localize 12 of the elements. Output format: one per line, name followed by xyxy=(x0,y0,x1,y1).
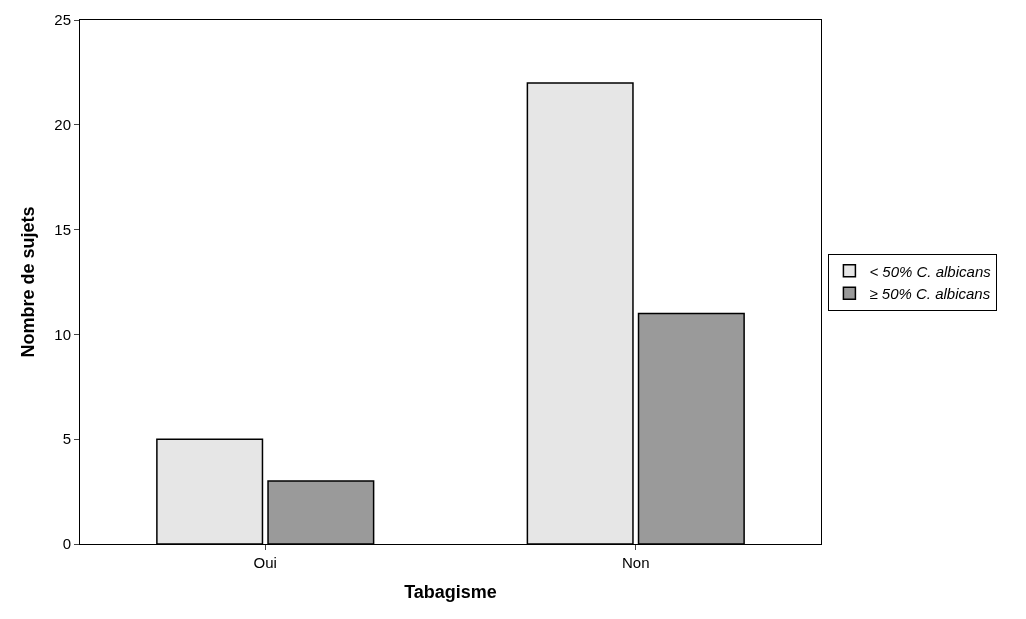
y-tick-label: 0 xyxy=(62,535,71,553)
x-axis-title: Tabagisme xyxy=(404,582,497,603)
legend-label: ≥ 50% C. albicans xyxy=(869,285,991,303)
y-tick-label: 15 xyxy=(54,220,71,238)
y-tick-label: 10 xyxy=(54,325,71,343)
x-tick-label: Non xyxy=(621,554,650,571)
y-axis-title: Nombre de sujets xyxy=(17,206,38,358)
x-tick-label: Oui xyxy=(253,554,277,571)
y-tick-label: 20 xyxy=(54,116,71,134)
legend-label: < 50% C. albicans xyxy=(869,262,992,280)
y-tick-label: 5 xyxy=(62,430,71,448)
y-tick-label: 25 xyxy=(54,11,71,29)
